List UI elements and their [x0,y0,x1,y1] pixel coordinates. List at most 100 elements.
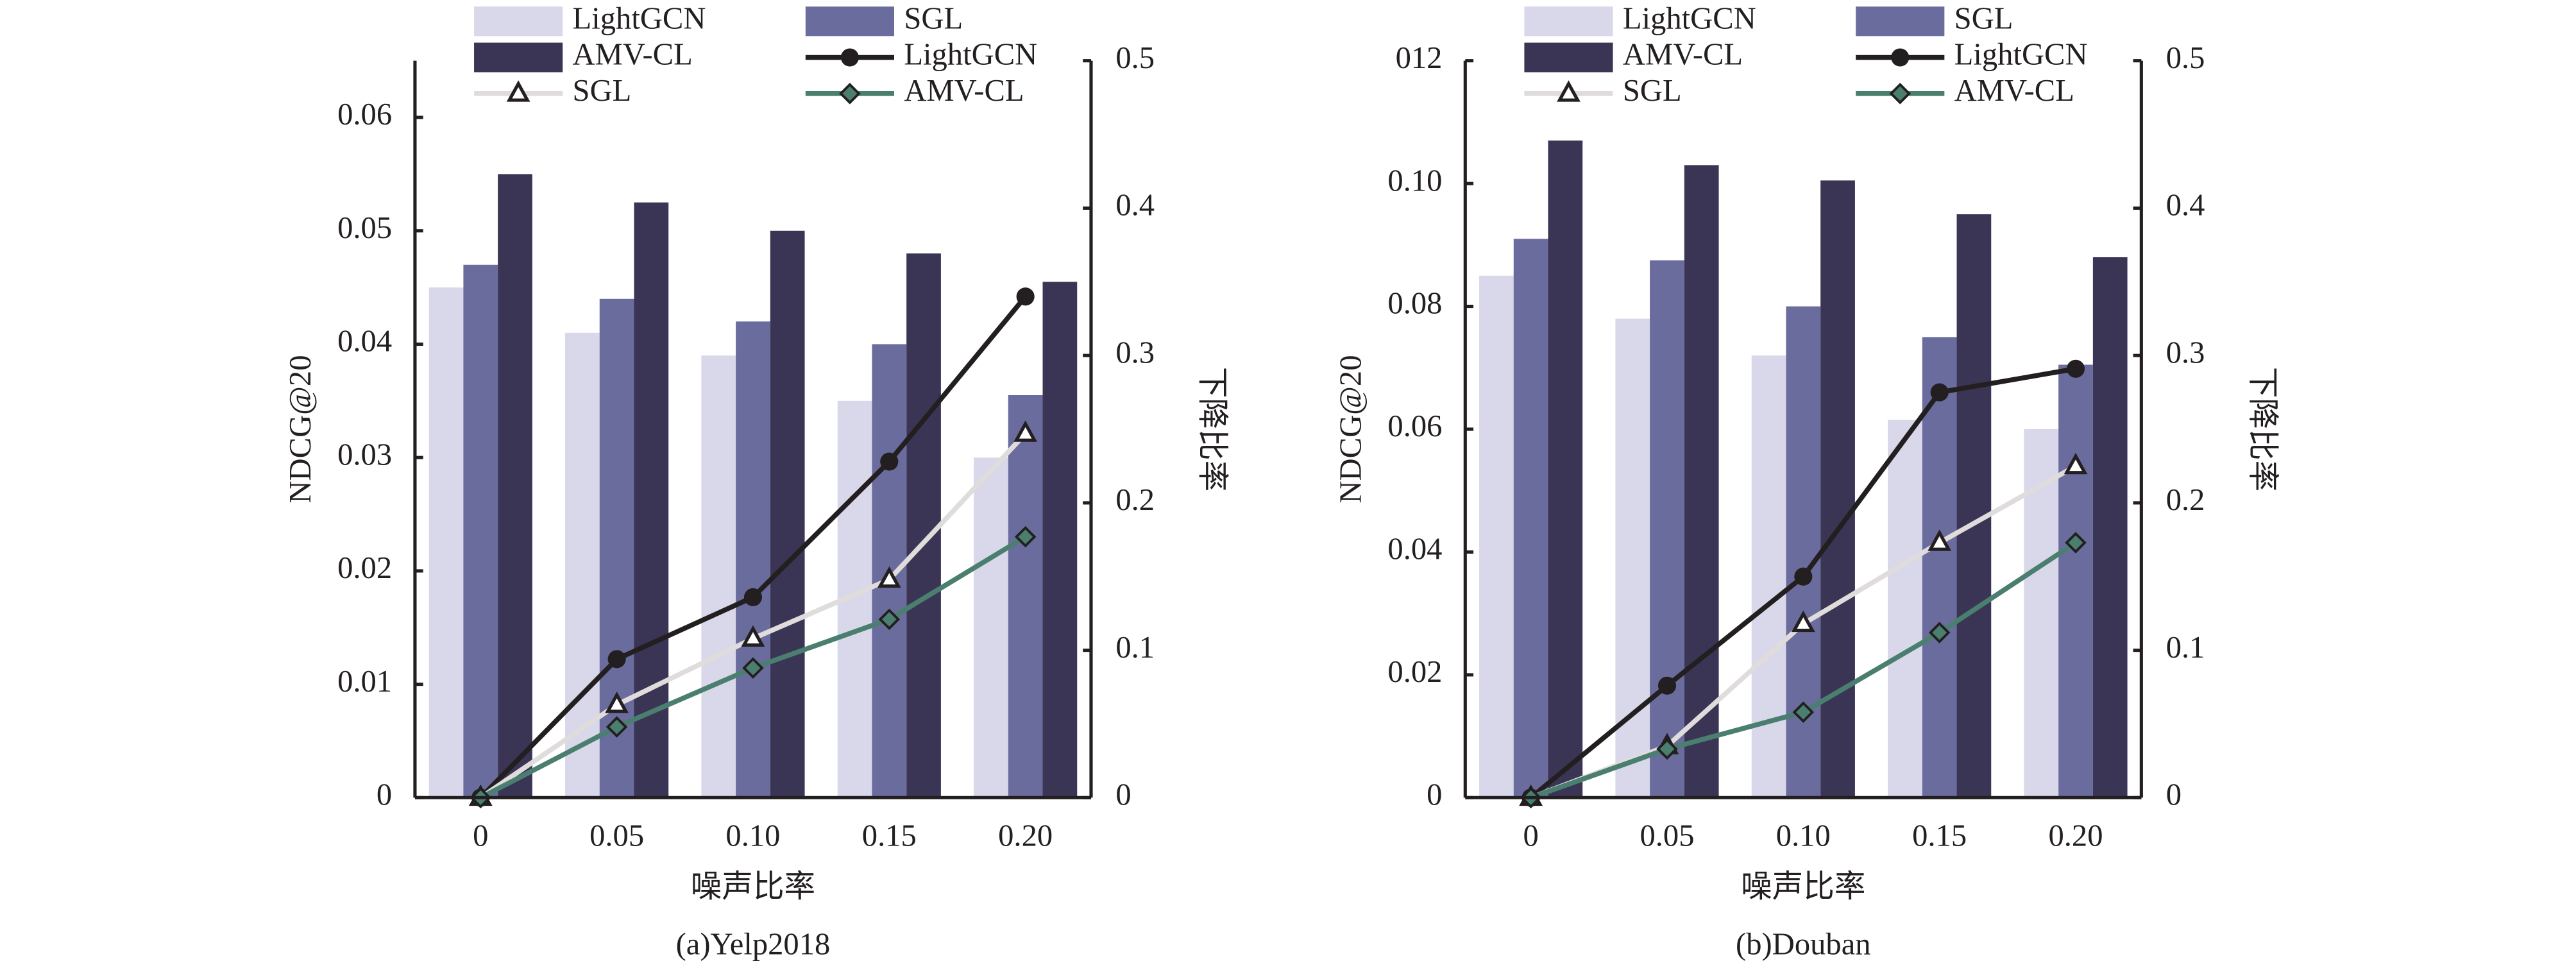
legend-swatch [805,6,894,37]
bar [1786,306,1821,798]
chart: 0 0.02 0.04 0.06 0.08 0.10 012 0 0.1 0.2 0.3 0.4 0.5… [1333,1,2280,961]
legend-item: SGL [474,73,631,108]
y2-axis-label: 下降比率 [2245,367,2280,491]
y2-tick-label: 0.1 [2166,630,2205,665]
y-tick-label: 0.02 [1387,654,1442,689]
bar [1479,275,1514,798]
point [2066,359,2085,378]
y-tick-label: 0.06 [1387,409,1442,443]
y2-tick-label: 0.5 [2166,40,2205,75]
y2-tick-label: 0 [2166,778,2182,812]
x-tick-label: 0.05 [1640,818,1694,853]
point [1794,567,1813,586]
bar [634,202,669,798]
chart: 0 0.01 0.02 0.03 0.04 0.05 0.06 0 0.1 0.2 0.3 0.4 0.… [283,1,1230,961]
legend-label: SGL [573,73,632,108]
x-tick-label: 0.15 [862,818,917,853]
bar [1548,140,1583,798]
point [1014,525,1037,548]
bar [1650,260,1684,798]
legend-item: LightGCN [805,37,1037,72]
x-tick-label: 0 [1523,818,1538,853]
caption: (b)Douban [1736,926,1871,961]
bar [1042,282,1078,798]
legend-item: AMV-CL [1856,73,2074,108]
bar [1922,337,1957,798]
legend-label: SGL [904,1,963,35]
point [1891,48,1910,67]
point [742,657,764,679]
legend-swatch [1524,42,1613,72]
point [1889,83,1911,105]
y-tick-label: 0.06 [337,97,392,132]
y2-tick-label: 0 [1115,778,1131,812]
legend-swatch [474,6,563,37]
legend-swatch [1524,6,1613,37]
bar [1751,355,1786,798]
y-tick-label: 0.08 [1387,286,1442,321]
bar [1615,318,1650,798]
point [840,48,859,67]
bar [463,264,498,798]
y-tick-label: 0.10 [1387,163,1442,198]
y2-tick-label: 0.3 [2166,335,2205,370]
point [607,650,626,668]
legend-label: LightGCN [1954,37,2088,72]
point [743,588,763,606]
legend-label: LightGCN [904,37,1037,72]
point [1013,420,1038,442]
x-tick-label: 0 [473,818,488,853]
point [1928,622,1951,643]
bar [906,253,941,798]
point [877,566,901,588]
point [1557,80,1580,102]
point [605,691,629,713]
point [880,452,899,471]
y2-tick-label: 0.2 [2166,482,2205,517]
y2-tick-label: 0.4 [1115,188,1155,223]
point [878,608,901,631]
point [1791,610,1815,633]
bar [736,321,770,798]
point [1657,676,1677,695]
y-tick-label: 0.05 [337,210,392,245]
bar [2058,364,2093,798]
point [1016,287,1035,306]
y-tick-label: 0.04 [1387,532,1442,566]
legend-label: SGL [1954,1,2013,35]
legend-item: LightGCN [474,1,706,37]
legend-label: SGL [1623,73,1682,108]
y2-tick-label: 0.5 [1115,40,1155,75]
bar [974,457,1008,798]
legend-label: AMV-CL [904,73,1024,108]
bar [770,230,805,798]
bar [1513,239,1548,798]
x-tick-label: 0.15 [1912,818,1967,853]
point [1930,383,1949,402]
x-axis-label: 噪声比率 [691,869,815,904]
y-tick-label: 0.03 [337,437,392,472]
point [1656,738,1678,760]
x-tick-label: 0.10 [1776,818,1831,853]
bar [1888,420,1922,798]
y2-axis-label: 下降比率 [1195,367,1230,491]
legend-label: LightGCN [573,1,706,35]
y-tick-label: 0 [377,778,392,812]
point [506,80,530,102]
y-tick-label: 0.01 [337,664,392,699]
legend-label: LightGCN [1623,1,1756,35]
legend-item: LightGCN [1524,1,1756,37]
point [2065,532,2087,554]
x-tick-label: 0.05 [589,818,644,853]
legend-item: SGL [1856,1,2013,37]
legend-item: SGL [1524,73,1682,108]
x-tick-label: 0.10 [725,818,780,853]
y-tick-label: 0.04 [337,324,392,359]
legend-item: AMV-CL [474,37,693,72]
y2-tick-label: 0.2 [1115,482,1155,517]
point [1792,701,1815,723]
bar [1956,214,1992,798]
bar [1684,165,1719,798]
y-tick-label: 0.02 [337,550,392,585]
